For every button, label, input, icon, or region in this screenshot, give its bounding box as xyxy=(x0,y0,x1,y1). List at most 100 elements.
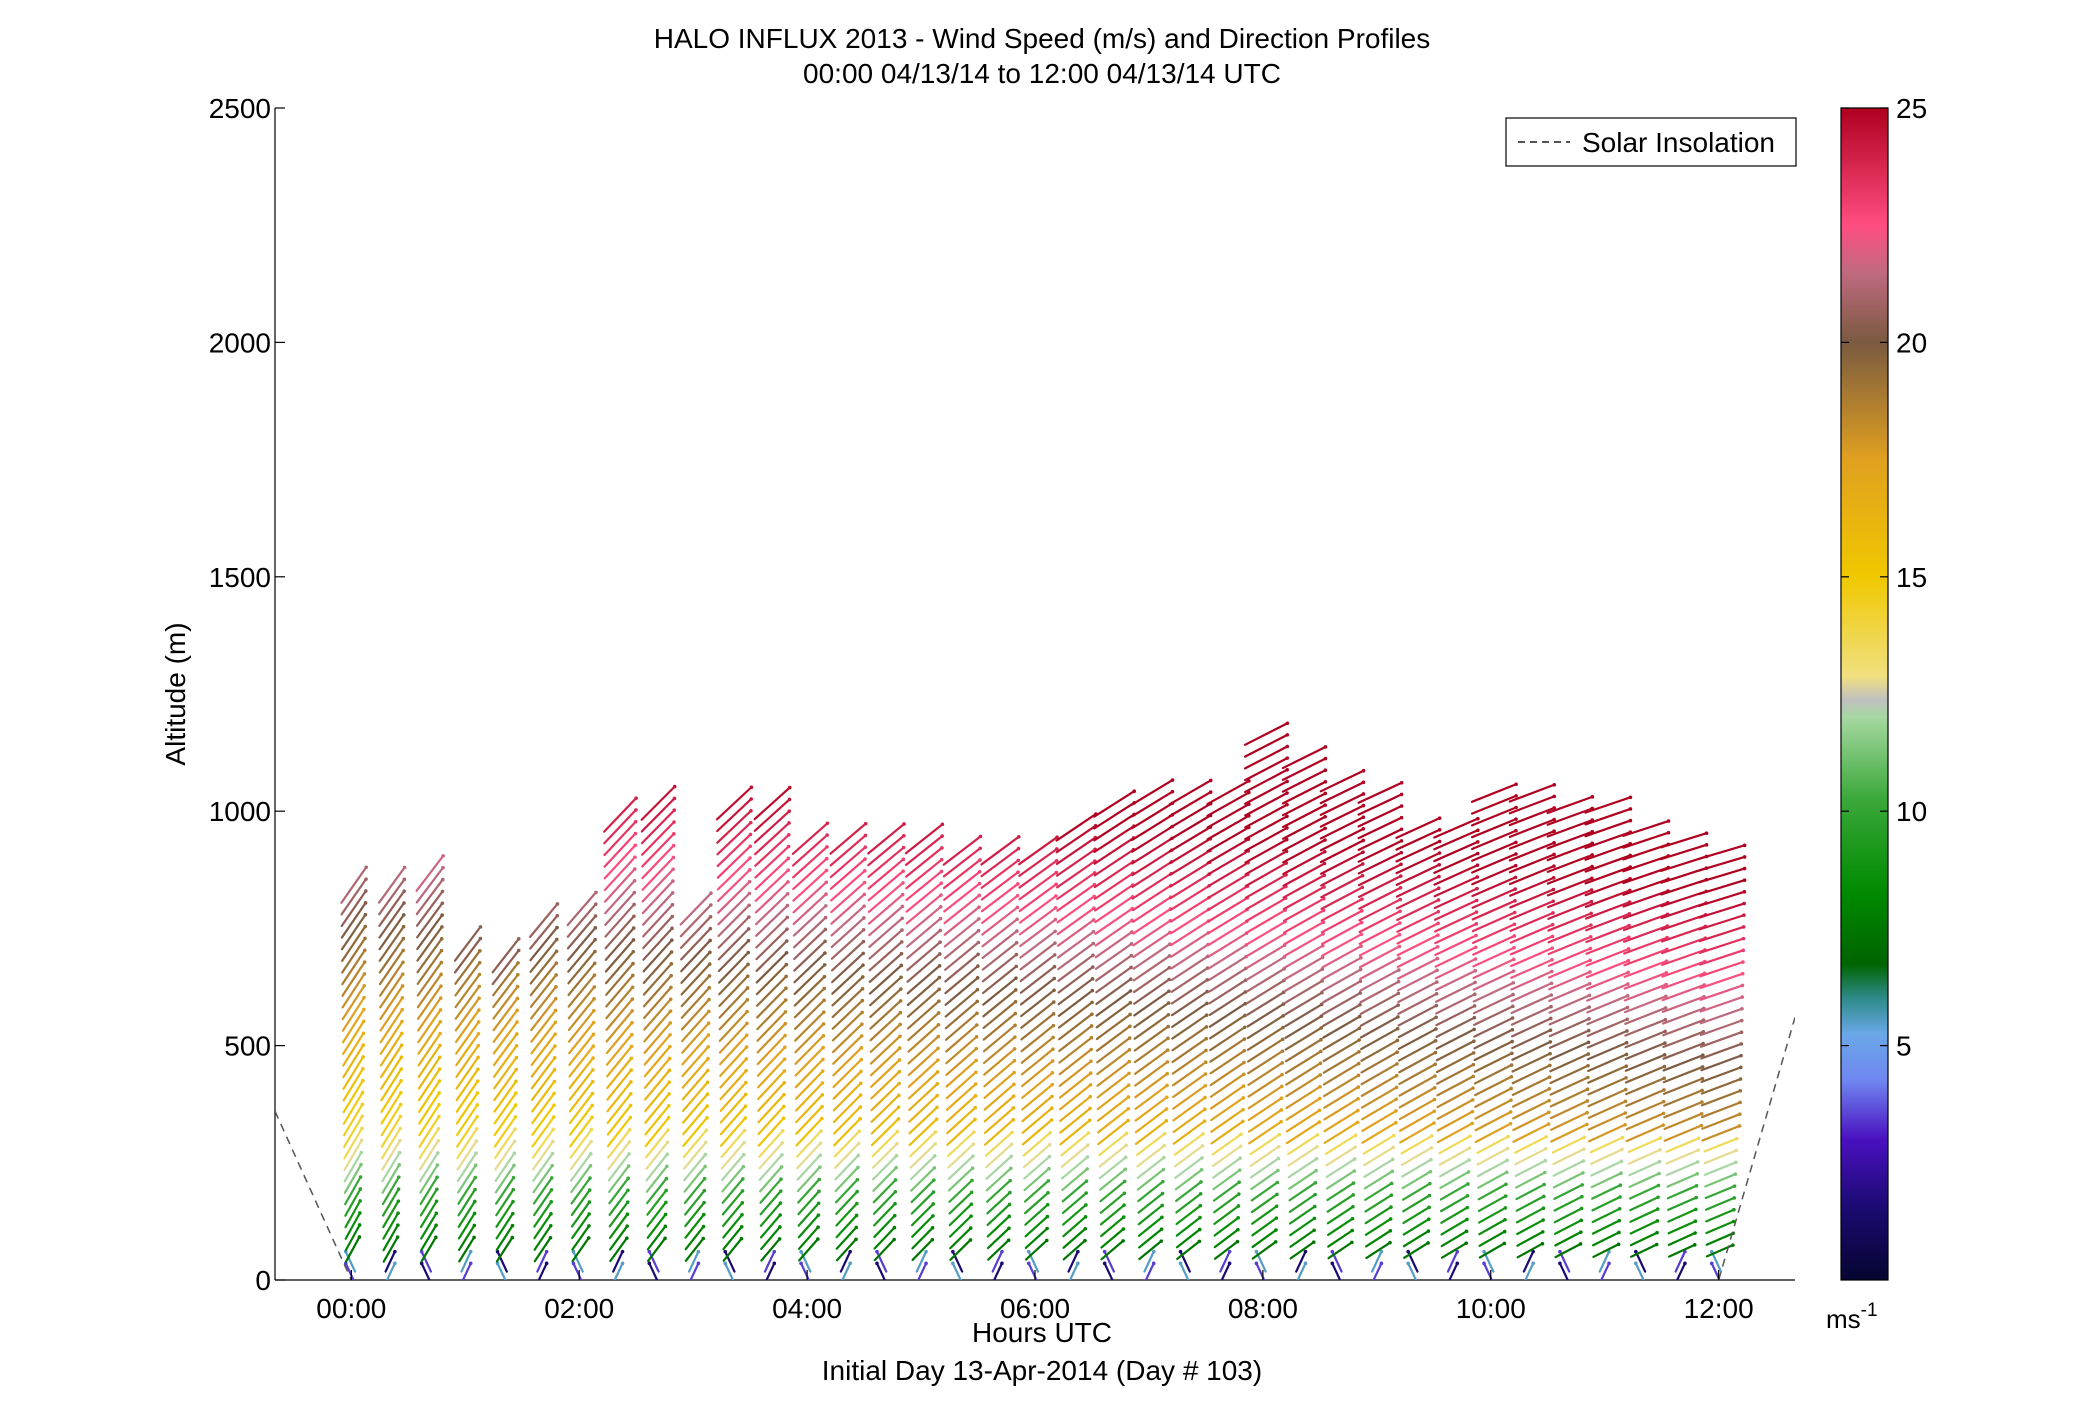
wind-arrow xyxy=(530,985,558,1020)
wind-arrow xyxy=(719,1105,747,1136)
wind-arrow xyxy=(1207,885,1249,911)
wind-arrow xyxy=(1171,1061,1207,1087)
wind-arrow-head xyxy=(1549,969,1554,974)
wind-arrow-head xyxy=(1626,982,1630,986)
wind-arrow-head xyxy=(781,1104,786,1109)
wind-arrow xyxy=(680,962,711,996)
wind-arrow xyxy=(1018,859,1058,889)
wind-arrow xyxy=(1245,944,1286,970)
wind-arrow xyxy=(793,999,826,1031)
wind-arrow xyxy=(1623,995,1667,1014)
wind-arrow xyxy=(793,975,826,1007)
wind-arrow xyxy=(1093,825,1136,854)
wind-arrow-head xyxy=(1699,1123,1704,1128)
wind-arrow xyxy=(1470,806,1518,827)
wind-arrow-head xyxy=(1361,780,1366,785)
wind-arrow xyxy=(1023,1179,1050,1203)
wind-arrow-head xyxy=(630,1009,635,1013)
wind-arrow xyxy=(529,938,558,973)
wind-arrow-head xyxy=(1273,1240,1278,1244)
wind-arrow-head xyxy=(1350,1228,1355,1233)
legend-label-solar: Solar Insolation xyxy=(1582,127,1775,158)
wind-arrow-head xyxy=(1693,1219,1698,1224)
wind-arrow xyxy=(1287,1145,1319,1167)
wind-arrow-head xyxy=(399,1079,403,1083)
wind-arrow xyxy=(867,870,905,902)
wind-arrow xyxy=(642,939,673,973)
wind-arrow xyxy=(716,868,751,903)
wind-arrow xyxy=(1246,1002,1285,1028)
wind-arrow xyxy=(1697,844,1746,860)
wind-arrow xyxy=(1250,1181,1279,1202)
wind-arrow xyxy=(982,977,1018,1006)
wind-arrow-head xyxy=(589,1127,594,1132)
wind-arrow xyxy=(718,951,750,984)
wind-arrow-head xyxy=(823,904,828,908)
wind-arrow-head xyxy=(401,948,405,953)
wind-arrow-head xyxy=(554,984,558,989)
wind-arrow xyxy=(1470,829,1518,851)
wind-arrow-head xyxy=(1394,1097,1399,1101)
wind-arrow xyxy=(566,914,597,950)
wind-arrow-head xyxy=(1585,1110,1589,1115)
wind-arrow xyxy=(603,844,637,880)
wind-arrow-head xyxy=(975,987,980,992)
wind-arrow xyxy=(342,1067,365,1102)
wind-arrow-head xyxy=(940,822,945,827)
wind-arrow-head xyxy=(362,1007,366,1012)
wind-arrow xyxy=(1434,946,1477,968)
wind-arrow-head xyxy=(1275,1180,1280,1185)
wind-arrow-head xyxy=(1739,1042,1744,1046)
wind-arrow-head xyxy=(1476,828,1480,833)
wind-arrow xyxy=(493,1115,517,1148)
wind-arrow xyxy=(944,988,979,1018)
wind-arrow-head xyxy=(571,1261,576,1266)
wind-arrow xyxy=(1628,1172,1661,1189)
wind-arrow xyxy=(380,1079,403,1114)
wind-arrow-head xyxy=(434,1235,438,1240)
wind-arrow-head xyxy=(746,938,751,943)
wind-arrow-head xyxy=(1360,885,1365,890)
wind-arrow-head xyxy=(1663,1006,1668,1010)
wind-arrow xyxy=(1098,1144,1128,1168)
wind-arrow-head xyxy=(931,1214,935,1218)
wind-arrow-head xyxy=(1045,1238,1049,1243)
wind-arrow xyxy=(1249,1145,1280,1167)
wind-arrow-head xyxy=(898,1034,902,1039)
wind-arrow-head xyxy=(633,819,638,824)
wind-arrow-head xyxy=(1160,1203,1164,1208)
wind-arrow-head xyxy=(939,881,944,886)
wind-arrow-head xyxy=(1472,1004,1477,1008)
wind-arrow-head xyxy=(1623,1087,1628,1092)
wind-arrow xyxy=(340,889,367,928)
wind-arrow xyxy=(567,997,596,1031)
wind-arrow xyxy=(794,1081,824,1112)
wind-arrow-head xyxy=(1356,1108,1360,1113)
wind-arrow xyxy=(418,1091,441,1125)
wind-arrow xyxy=(680,998,711,1031)
wind-arrow-head xyxy=(1358,967,1363,972)
wind-arrow-head xyxy=(1055,835,1059,840)
wind-arrow-head xyxy=(1089,1059,1093,1064)
wind-arrow xyxy=(1433,899,1478,921)
wind-arrow xyxy=(1699,984,1744,1001)
wind-arrow-head xyxy=(784,974,788,979)
wind-arrow xyxy=(1587,1123,1627,1143)
wind-arrow xyxy=(1549,1064,1590,1085)
x-tick-label: 10:00 xyxy=(1456,1293,1526,1324)
wind-arrow-head xyxy=(741,1177,745,1181)
wind-arrow xyxy=(1436,1122,1474,1144)
wind-arrow xyxy=(530,1056,556,1090)
wind-arrow xyxy=(943,870,981,901)
wind-arrow xyxy=(608,1189,630,1216)
wind-arrow xyxy=(1667,1208,1697,1223)
wind-arrow-head xyxy=(1398,909,1402,914)
wind-arrow xyxy=(906,976,941,1007)
wind-arrow xyxy=(1093,860,1135,889)
wind-arrow-head xyxy=(400,984,405,988)
wind-arrow-head xyxy=(1361,792,1366,796)
wind-arrow-head xyxy=(856,1165,860,1170)
wind-arrow xyxy=(1395,817,1441,839)
wind-arrow-head xyxy=(1588,958,1592,963)
wind-arrow xyxy=(1667,1243,1696,1258)
